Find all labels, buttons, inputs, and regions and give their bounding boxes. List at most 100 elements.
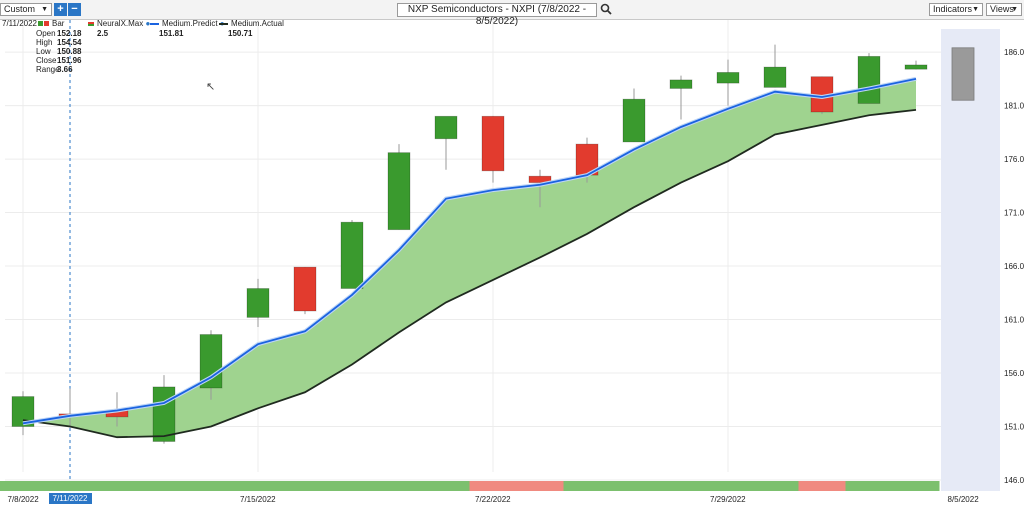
range-value: 3.66 (57, 65, 73, 74)
y-tick-label: 156.00 (1004, 369, 1024, 378)
actual-line (22, 108, 917, 439)
actual-value: 150.71 (228, 29, 253, 38)
open-value: 152.18 (57, 29, 82, 38)
y-tick-label: 151.00 (1004, 423, 1024, 432)
open-label: Open (36, 29, 56, 38)
signal-bar-segment (704, 481, 752, 491)
predict-value: 151.81 (159, 29, 184, 38)
candle-body (293, 266, 317, 312)
signal-bar-segment (845, 481, 893, 491)
chevron-down-icon: ▼ (41, 6, 48, 13)
signal-bar-segment (46, 481, 94, 491)
down-swatch-icon (44, 21, 49, 26)
toolbar: Custom ▼ + − NXP Semiconductors - NXPI (… (0, 0, 1024, 27)
x-tick-label: 7/8/2022 (7, 495, 39, 504)
signal-bar-segment (281, 481, 329, 491)
candle-body (857, 55, 881, 104)
views-label: Views (990, 4, 1014, 14)
candle-body (434, 115, 458, 140)
legend-neural: NeuralX.Max ● 2.5 (88, 19, 150, 38)
close-value: 151.96 (57, 56, 82, 65)
candle-body (481, 115, 505, 172)
y-tick-label: 146.00 (1004, 476, 1024, 485)
candle-body (669, 79, 693, 89)
candle-body (387, 152, 411, 231)
candle-body (951, 47, 975, 101)
signal-bar-segment (187, 481, 235, 491)
mouse-cursor-icon: ↖ (206, 81, 216, 93)
legend-date: 7/11/2022 (2, 19, 37, 28)
zoom-in-button[interactable]: + (54, 3, 67, 16)
signal-bar-segment (798, 481, 846, 491)
signal-bar-segment (657, 481, 705, 491)
up-swatch-icon (38, 21, 43, 26)
candle-body (340, 221, 364, 289)
chevron-down-icon: ▼ (972, 6, 979, 13)
x-tick-label: 7/22/2022 (475, 495, 511, 504)
signal-bar-segment (93, 481, 141, 491)
signal-bar-segment (563, 481, 611, 491)
signal-bar-segment (469, 481, 517, 491)
x-tick-label: 7/15/2022 (240, 495, 276, 504)
candle-body (716, 72, 740, 84)
candle-body (622, 98, 646, 143)
prediction-band (23, 78, 916, 438)
predict-line (22, 77, 917, 425)
bar-label: Bar (52, 19, 65, 28)
views-dropdown[interactable]: Views ▼ (986, 3, 1022, 16)
close-row: Close151.96 (36, 56, 81, 65)
future-region (941, 29, 1000, 491)
chevron-down-icon: ▼ (1011, 6, 1018, 13)
signal-bar-segment (140, 481, 188, 491)
zoom-out-button[interactable]: − (68, 3, 81, 16)
candle-body (152, 386, 176, 442)
y-tick-label: 166.00 (1004, 262, 1024, 271)
x-tick-label: 8/5/2022 (947, 495, 979, 504)
signal-bar-segment (892, 481, 940, 491)
legend-predict: Medium.Predict ● 151.81 (150, 19, 225, 38)
candle-body (528, 175, 552, 184)
signal-bar-segment (751, 481, 799, 491)
high-label: High (36, 38, 53, 47)
actual-label: Medium.Actual (231, 19, 284, 28)
indicators-dropdown[interactable]: Indicators ▼ (929, 3, 983, 16)
y-tick-label: 176.00 (1004, 155, 1024, 164)
neural-label: NeuralX.Max (97, 19, 144, 28)
low-value: 150.88 (57, 47, 82, 56)
candle-body (246, 288, 270, 318)
candle-body (11, 396, 35, 427)
range-row: Range3.66 (36, 65, 81, 74)
predict-swatch-icon (150, 22, 159, 25)
signal-bar-segment (422, 481, 470, 491)
legend-actual: Medium.Actual 150.71 (219, 19, 284, 38)
y-tick-label: 186.00 (1004, 48, 1024, 57)
y-tick-label: 161.00 (1004, 316, 1024, 325)
indicators-label: Indicators (933, 4, 973, 14)
legend-bar: Bar (38, 19, 64, 28)
search-icon[interactable] (600, 3, 612, 15)
signal-bar-segment (516, 481, 564, 491)
neural-value: 2.5 (97, 29, 109, 38)
y-tick-label: 171.00 (1004, 209, 1024, 218)
signal-bar-segment (375, 481, 423, 491)
x-tick-label: 7/29/2022 (710, 495, 746, 504)
x-tick-label: 7/11/2022 (48, 493, 92, 504)
symbol-title[interactable]: NXP Semiconductors - NXPI (7/8/2022 - 8/… (397, 3, 597, 27)
preset-dropdown[interactable]: Custom ▼ (0, 3, 52, 16)
preset-label: Custom (4, 4, 36, 14)
signal-bar-segment (328, 481, 376, 491)
ohlc-readout: Open152.18 High 154.54 Low 150.88 Close151… (36, 29, 81, 74)
low-row: Low 150.88 (36, 47, 81, 56)
predict-label: Medium.Predict (162, 19, 218, 28)
high-value: 154.54 (57, 38, 82, 47)
candle-body (763, 66, 787, 88)
high-row: High 154.54 (36, 38, 81, 47)
signal-bar-segment (234, 481, 282, 491)
signal-bar-segment (610, 481, 658, 491)
range-label: Range (36, 65, 60, 74)
actual-swatch-icon (219, 22, 228, 25)
y-tick-label: 181.00 (1004, 102, 1024, 111)
neural-swatch-icon (88, 22, 94, 26)
candle-body (904, 64, 928, 70)
